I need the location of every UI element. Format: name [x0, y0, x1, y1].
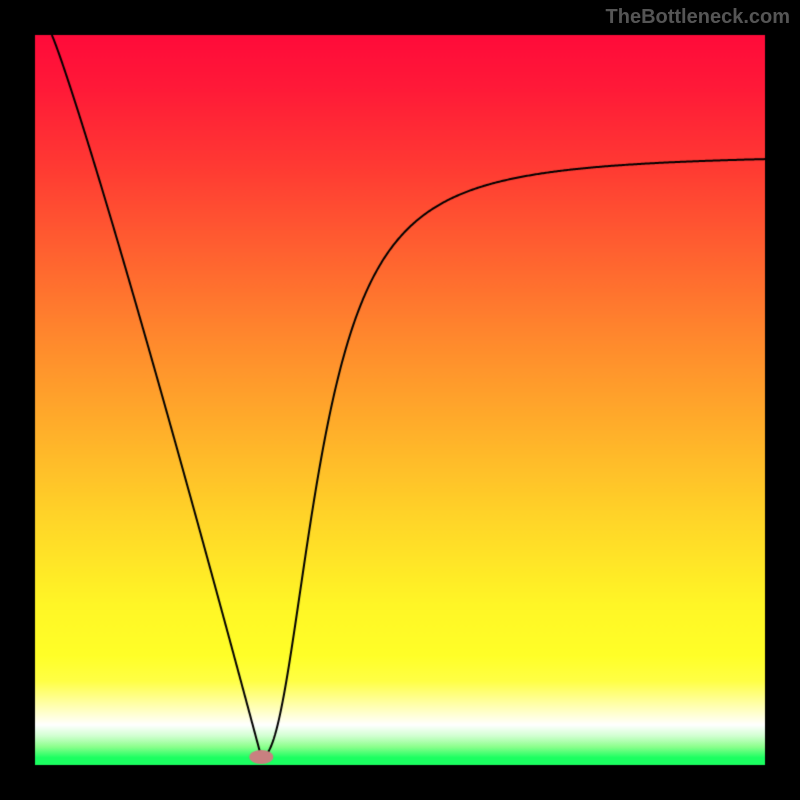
- chart-container: TheBottleneck.com: [0, 0, 800, 800]
- bottleneck-chart-canvas: [0, 0, 800, 800]
- watermark-text: TheBottleneck.com: [606, 6, 790, 29]
